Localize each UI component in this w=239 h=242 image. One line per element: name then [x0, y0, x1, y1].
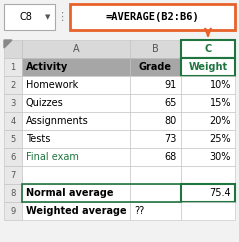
Text: C8: C8 [19, 12, 32, 22]
Text: Weighted average: Weighted average [26, 206, 127, 216]
Bar [4, 166, 22, 184]
Bar [181, 202, 235, 220]
Text: 73: 73 [165, 134, 177, 144]
Text: Homework: Homework [26, 80, 78, 90]
Text: 75.4: 75.4 [209, 188, 231, 198]
Bar [130, 130, 181, 148]
Text: Normal average: Normal average [26, 188, 114, 198]
Bar [22, 166, 130, 184]
Bar [4, 112, 22, 130]
Text: 4: 4 [10, 116, 16, 126]
Text: 25%: 25% [209, 134, 231, 144]
Text: 6: 6 [10, 152, 16, 161]
Bar [130, 184, 181, 202]
Bar [4, 130, 22, 148]
Bar [130, 58, 181, 76]
Bar [130, 202, 181, 220]
Bar [22, 202, 130, 220]
Bar [130, 40, 181, 58]
Bar [181, 40, 235, 58]
Text: 80: 80 [165, 116, 177, 126]
Bar [22, 58, 130, 76]
Text: 1: 1 [10, 62, 16, 71]
Bar [22, 184, 130, 202]
Bar [130, 76, 181, 94]
Bar [4, 148, 22, 166]
Text: Grade: Grade [139, 62, 172, 72]
Text: Tests: Tests [26, 134, 50, 144]
Text: 30%: 30% [210, 152, 231, 162]
Text: 68: 68 [165, 152, 177, 162]
Text: =AVERAGE(B2:B6): =AVERAGE(B2:B6) [106, 12, 199, 22]
Text: Assignments: Assignments [26, 116, 89, 126]
Bar [181, 130, 235, 148]
Bar [22, 130, 130, 148]
Bar [22, 94, 130, 112]
Bar [4, 184, 22, 202]
Text: 2: 2 [10, 81, 16, 90]
Text: 65: 65 [165, 98, 177, 108]
Bar [4, 202, 22, 220]
Bar [130, 148, 181, 166]
Text: ▼: ▼ [45, 14, 51, 20]
Bar [22, 76, 130, 94]
Bar [130, 166, 181, 184]
Bar [4, 76, 22, 94]
Text: 91: 91 [165, 80, 177, 90]
Bar [4, 4, 55, 30]
Text: Quizzes: Quizzes [26, 98, 64, 108]
Bar [22, 112, 130, 130]
Text: Weight: Weight [188, 62, 228, 72]
Bar [22, 148, 130, 166]
Text: Final exam: Final exam [26, 152, 79, 162]
Text: 3: 3 [10, 98, 16, 107]
Text: Activity: Activity [26, 62, 68, 72]
Bar [181, 184, 235, 202]
Text: 7: 7 [10, 171, 16, 180]
Text: 9: 9 [10, 206, 16, 215]
Bar [181, 148, 235, 166]
Bar [181, 58, 235, 76]
Text: B: B [152, 44, 159, 54]
Text: A: A [73, 44, 79, 54]
Text: ⋮: ⋮ [56, 12, 68, 22]
Text: 15%: 15% [210, 98, 231, 108]
Bar [22, 40, 130, 58]
Bar [22, 184, 181, 202]
Bar [181, 112, 235, 130]
Bar [181, 166, 235, 184]
Text: 8: 8 [10, 189, 16, 197]
Bar [4, 58, 22, 76]
Bar [181, 76, 235, 94]
Bar [70, 4, 235, 30]
Bar [4, 40, 22, 58]
Bar [130, 94, 181, 112]
Text: C: C [204, 44, 212, 54]
Bar [4, 94, 22, 112]
Text: 5: 5 [10, 135, 16, 144]
Text: ??: ?? [134, 206, 144, 216]
Bar [130, 112, 181, 130]
Bar [181, 94, 235, 112]
Text: 10%: 10% [210, 80, 231, 90]
Polygon shape [4, 40, 12, 48]
Text: 20%: 20% [210, 116, 231, 126]
